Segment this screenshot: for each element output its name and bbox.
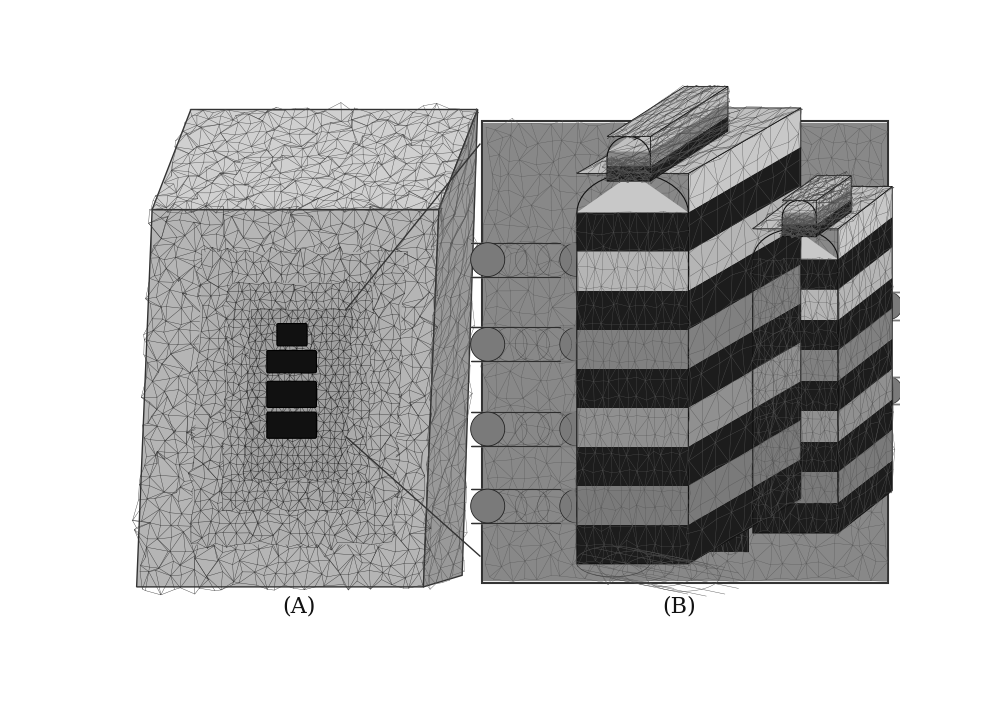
Polygon shape (838, 217, 892, 290)
Polygon shape (753, 503, 838, 533)
Polygon shape (650, 86, 728, 151)
Polygon shape (191, 252, 404, 544)
Bar (692, 293, 749, 330)
Polygon shape (838, 308, 892, 381)
Polygon shape (688, 460, 801, 563)
Polygon shape (577, 486, 688, 525)
Polygon shape (471, 412, 505, 446)
Polygon shape (560, 412, 594, 446)
Polygon shape (152, 110, 478, 209)
Polygon shape (783, 200, 816, 212)
Polygon shape (688, 147, 801, 252)
Bar (692, 368, 749, 404)
Polygon shape (688, 186, 801, 291)
Polygon shape (838, 278, 892, 351)
Polygon shape (688, 264, 801, 368)
Polygon shape (828, 292, 856, 320)
Polygon shape (137, 209, 439, 587)
Polygon shape (560, 243, 594, 276)
Polygon shape (222, 283, 373, 510)
Polygon shape (753, 320, 838, 351)
Polygon shape (688, 381, 801, 486)
Polygon shape (577, 525, 688, 563)
Text: (B): (B) (662, 595, 696, 617)
Bar (692, 479, 749, 515)
Polygon shape (753, 351, 838, 381)
Bar (692, 515, 749, 552)
Polygon shape (782, 212, 816, 224)
Bar (692, 330, 749, 368)
Polygon shape (471, 327, 505, 361)
Polygon shape (782, 224, 816, 237)
Polygon shape (688, 420, 801, 525)
Bar (692, 404, 749, 441)
Polygon shape (688, 342, 801, 447)
Polygon shape (577, 173, 688, 212)
Polygon shape (607, 151, 650, 166)
FancyBboxPatch shape (277, 324, 307, 346)
FancyBboxPatch shape (267, 381, 316, 407)
Polygon shape (577, 447, 688, 486)
Polygon shape (607, 86, 728, 136)
Polygon shape (816, 188, 851, 224)
Bar (483, 122, 887, 581)
Polygon shape (753, 472, 838, 503)
Polygon shape (874, 377, 902, 404)
Polygon shape (577, 368, 688, 408)
Polygon shape (828, 377, 856, 404)
Polygon shape (577, 408, 688, 447)
Polygon shape (753, 411, 838, 442)
Polygon shape (577, 252, 688, 291)
Polygon shape (471, 489, 505, 523)
Polygon shape (423, 110, 478, 587)
Polygon shape (688, 108, 801, 212)
Polygon shape (577, 212, 688, 252)
Polygon shape (838, 247, 892, 320)
Polygon shape (688, 225, 801, 329)
Polygon shape (245, 310, 351, 479)
Polygon shape (838, 430, 892, 503)
Polygon shape (753, 187, 892, 229)
Polygon shape (753, 381, 838, 411)
Polygon shape (816, 176, 851, 212)
Polygon shape (608, 136, 649, 151)
Polygon shape (607, 166, 650, 181)
Polygon shape (560, 489, 594, 523)
Bar (692, 441, 749, 479)
Polygon shape (838, 187, 892, 259)
FancyBboxPatch shape (267, 412, 316, 438)
Text: (A): (A) (283, 595, 316, 617)
Polygon shape (650, 101, 728, 166)
Polygon shape (874, 292, 902, 320)
Polygon shape (838, 369, 892, 442)
Polygon shape (838, 339, 892, 411)
Polygon shape (577, 329, 688, 368)
Bar (692, 220, 749, 257)
Bar (482, 121, 888, 583)
Polygon shape (753, 442, 838, 472)
Polygon shape (838, 399, 892, 472)
Polygon shape (560, 327, 594, 361)
FancyBboxPatch shape (267, 351, 316, 373)
Polygon shape (577, 108, 801, 173)
Bar (692, 182, 749, 220)
Polygon shape (753, 259, 838, 290)
Polygon shape (577, 291, 688, 329)
Polygon shape (753, 290, 838, 320)
Polygon shape (471, 243, 505, 276)
Bar (692, 257, 749, 293)
Polygon shape (782, 176, 851, 200)
Polygon shape (816, 200, 851, 237)
Polygon shape (688, 303, 801, 408)
Polygon shape (838, 460, 892, 533)
Polygon shape (753, 229, 838, 259)
Polygon shape (650, 116, 728, 181)
